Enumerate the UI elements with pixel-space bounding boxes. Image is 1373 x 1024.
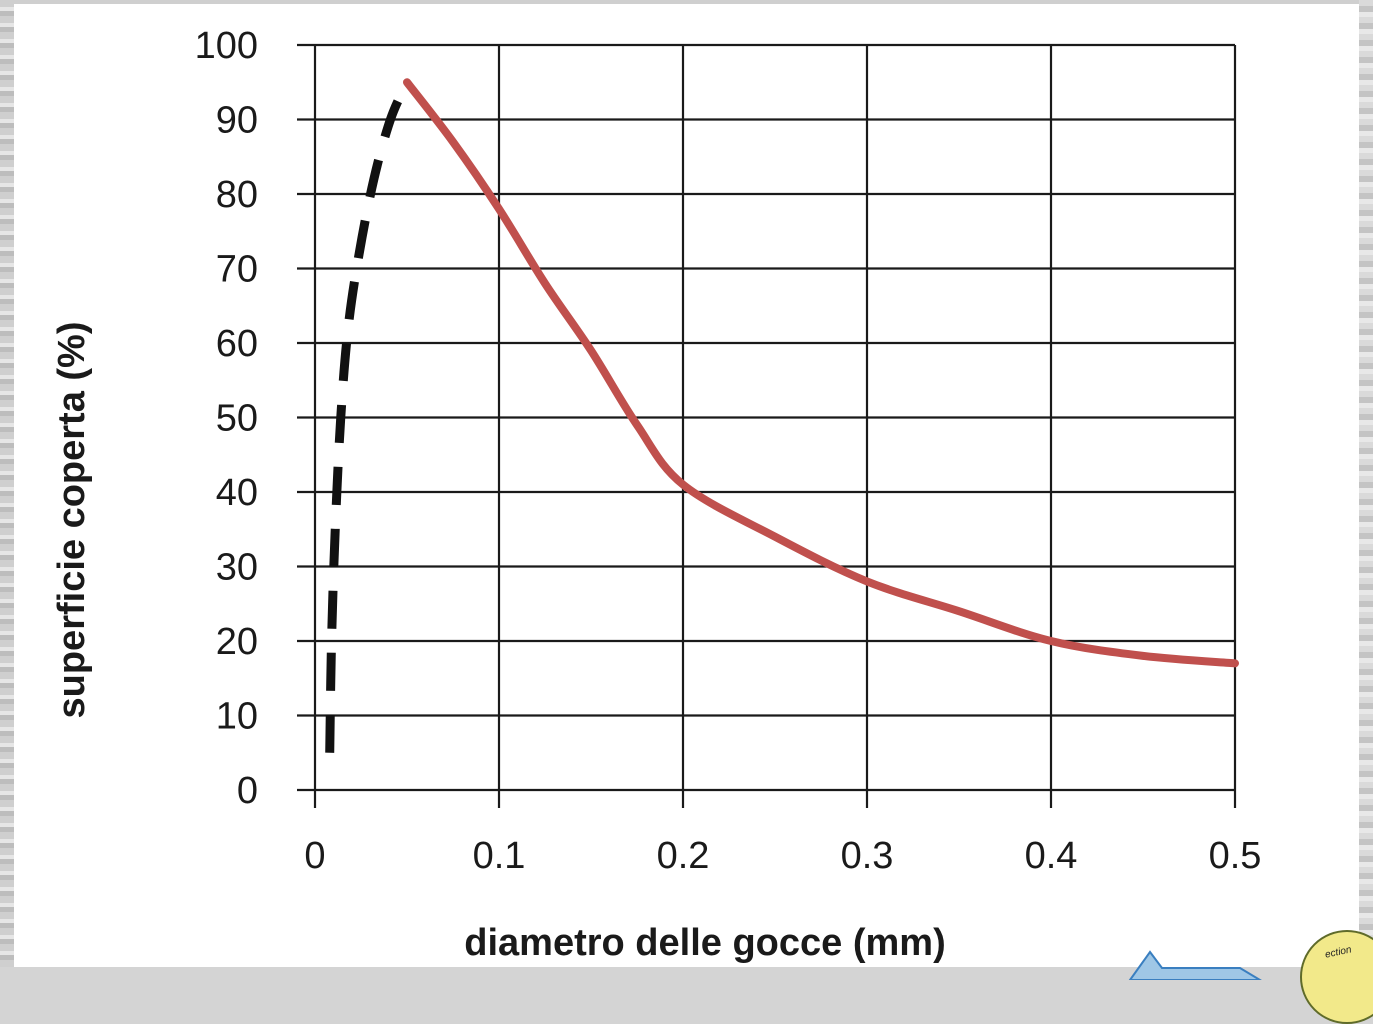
series-solid-line xyxy=(403,78,1239,668)
scan-edge-top xyxy=(0,0,1373,4)
chart-series xyxy=(325,78,1239,753)
x-tick-label-0: 0 xyxy=(304,835,325,877)
y-tick-label-100: 100 xyxy=(195,25,258,67)
y-tick-label-10: 10 xyxy=(216,696,258,738)
y-tick-label-60: 60 xyxy=(216,323,258,365)
x-tick-label-0.4: 0.4 xyxy=(1025,835,1078,877)
y-tick-label-40: 40 xyxy=(216,472,258,514)
x-axis-ticks: 0 0.1 0.2 0.3 0.4 0.5 xyxy=(304,835,1261,877)
y-tick-label-80: 80 xyxy=(216,174,258,216)
chart-grid xyxy=(297,43,1237,808)
speech-bubble-logo xyxy=(1128,950,1262,980)
x-tick-label-0.2: 0.2 xyxy=(657,835,710,877)
y-axis-title: superficie coperta (%) xyxy=(51,322,93,719)
scan-edge-left xyxy=(0,0,14,967)
series-dashed-line xyxy=(325,80,412,753)
series-solid-underline xyxy=(405,81,1236,665)
x-tick-label-0.1: 0.1 xyxy=(473,835,526,877)
y-tick-label-70: 70 xyxy=(216,249,258,291)
y-tick-label-0: 0 xyxy=(237,770,258,812)
scan-background xyxy=(0,0,1373,967)
x-tick-label-0.3: 0.3 xyxy=(841,835,894,877)
y-tick-label-20: 20 xyxy=(216,621,258,663)
y-axis-ticks: 0 10 20 30 40 50 60 70 80 90 100 xyxy=(195,25,258,812)
x-axis-title: diametro delle gocce (mm) xyxy=(464,922,945,964)
scan-edge-right xyxy=(1359,0,1373,967)
y-tick-label-30: 30 xyxy=(216,547,258,589)
y-tick-label-50: 50 xyxy=(216,398,258,440)
x-tick-label-0.5: 0.5 xyxy=(1209,835,1262,877)
y-tick-label-90: 90 xyxy=(216,100,258,142)
